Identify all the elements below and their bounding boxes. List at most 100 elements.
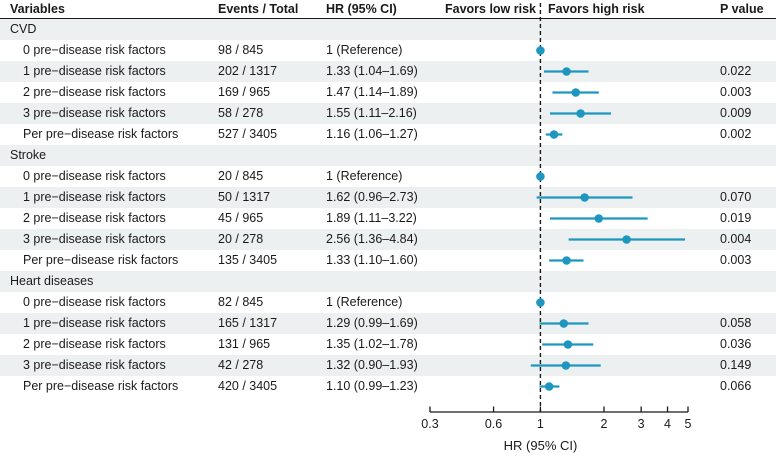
hr-ci-text: 1.33 (1.10–1.60) [326, 253, 418, 267]
hr-ci-text: 1 (Reference) [326, 43, 403, 57]
axis-tick-label: 2 [600, 417, 607, 431]
row-label: 0 pre−disease risk factors [23, 295, 166, 309]
hr-ci-text: 1.89 (1.11–3.22) [326, 211, 417, 225]
row-stripe [0, 187, 776, 208]
events-total: 50 / 1317 [218, 190, 271, 204]
row-label: 3 pre−disease risk factors [23, 358, 166, 372]
p-value: 0.070 [720, 190, 752, 204]
hr-ci-text: 1.10 (0.99–1.23) [326, 379, 418, 393]
row-stripe [0, 103, 776, 124]
hr-ci-text: 1.35 (1.02–1.78) [326, 337, 418, 351]
events-total: 420 / 3405 [218, 379, 278, 393]
p-value: 0.058 [720, 316, 752, 330]
events-total: 42 / 278 [218, 358, 264, 372]
p-value: 0.019 [720, 211, 752, 225]
hr-ci-text: 1 (Reference) [326, 295, 403, 309]
events-total: 45 / 965 [218, 211, 264, 225]
hr-point [563, 340, 573, 349]
hr-point [594, 214, 604, 223]
axis-tick-label: 0.6 [485, 417, 502, 431]
hr-point [562, 67, 571, 76]
row-stripe [0, 355, 776, 376]
col-header-variables: Variables [10, 2, 65, 16]
hr-point [549, 130, 559, 139]
group-label: Heart diseases [10, 274, 94, 288]
hr-ci-text: 2.56 (1.36–4.84) [326, 232, 418, 246]
row-stripe [0, 313, 776, 334]
hr-ci-text: 1.29 (0.99–1.69) [326, 316, 418, 330]
events-total: 20 / 845 [218, 169, 264, 183]
row-label: Per pre−disease risk factors [23, 253, 179, 267]
col-header-p-value: P value [720, 2, 764, 16]
p-value: 0.003 [720, 85, 752, 99]
p-value: 0.003 [720, 253, 752, 267]
hr-ci-text: 1.16 (1.06–1.27) [326, 127, 418, 141]
hr-point [536, 298, 545, 307]
events-total: 98 / 845 [218, 43, 264, 57]
row-label: 1 pre−disease risk factors [23, 190, 166, 204]
events-total: 169 / 965 [218, 85, 271, 99]
events-total: 131 / 965 [218, 337, 271, 351]
group-label: CVD [10, 22, 37, 36]
p-value: 0.066 [720, 379, 752, 393]
hr-ci-text: 1.55 (1.11–2.16) [326, 106, 417, 120]
events-total: 165 / 1317 [218, 316, 278, 330]
hr-point [536, 172, 545, 181]
hr-point [536, 46, 545, 55]
hr-point [622, 235, 631, 244]
hr-point [544, 382, 554, 391]
events-total: 82 / 845 [218, 295, 264, 309]
hr-ci-text: 1.33 (1.04–1.69) [326, 64, 418, 78]
row-stripe [0, 229, 776, 250]
col-header-favors-low: Favors low risk [444, 2, 536, 16]
axis-tick-label: 0.3 [421, 417, 438, 431]
row-label: 1 pre−disease risk factors [23, 64, 166, 78]
row-label: Per pre−disease risk factors [23, 127, 179, 141]
p-value: 0.009 [720, 106, 752, 120]
p-value: 0.149 [720, 358, 752, 372]
row-stripe [0, 145, 776, 166]
row-stripe [0, 61, 776, 82]
row-stripe [0, 19, 776, 40]
p-value: 0.036 [720, 337, 752, 351]
hr-ci-text: 1.32 (0.90–1.93) [326, 358, 418, 372]
row-label: 3 pre−disease risk factors [23, 106, 166, 120]
row-label: 2 pre−disease risk factors [23, 85, 166, 99]
hr-point [580, 193, 589, 202]
group-label: Stroke [10, 148, 47, 162]
col-header-hr-ci: HR (95% CI) [326, 2, 397, 16]
row-label: 0 pre−disease risk factors [23, 169, 166, 183]
events-total: 202 / 1317 [218, 64, 278, 78]
events-total: 527 / 3405 [218, 127, 278, 141]
hr-point [559, 319, 569, 328]
hr-point [571, 88, 581, 97]
col-header-events-total: Events / Total [218, 2, 299, 16]
row-label: 2 pre−disease risk factors [23, 211, 166, 225]
hr-point [576, 109, 585, 118]
row-label: Per pre−disease risk factors [23, 379, 179, 393]
events-total: 135 / 3405 [218, 253, 278, 267]
row-label: 3 pre−disease risk factors [23, 232, 166, 246]
events-total: 58 / 278 [218, 106, 264, 120]
p-value: 0.022 [720, 64, 752, 78]
hr-ci-text: 1 (Reference) [326, 169, 403, 183]
events-total: 20 / 278 [218, 232, 264, 246]
p-value: 0.002 [720, 127, 752, 141]
hr-point [561, 361, 571, 370]
header-divider [0, 18, 776, 19]
col-header-favors-high: Favors high risk [548, 2, 645, 16]
hr-ci-text: 1.47 (1.14–1.89) [326, 85, 418, 99]
hr-ci-text: 1.62 (0.96–2.73) [326, 190, 418, 204]
p-value: 0.004 [720, 232, 752, 246]
x-axis-label: HR (95% CI) [503, 438, 578, 453]
axis-tick-label: 4 [664, 417, 671, 431]
row-label: 0 pre−disease risk factors [23, 43, 166, 57]
row-label: 2 pre−disease risk factors [23, 337, 166, 351]
row-stripe [0, 271, 776, 292]
row-label: 1 pre−disease risk factors [23, 316, 166, 330]
axis-tick-label: 5 [685, 417, 692, 431]
hr-point [562, 256, 571, 265]
axis-tick-label: 1 [537, 417, 544, 431]
